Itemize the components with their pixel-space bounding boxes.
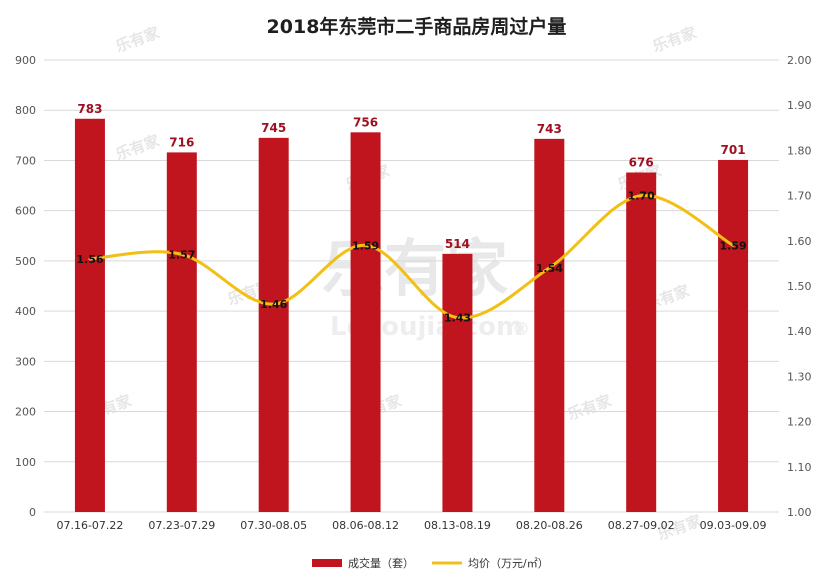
y-right-tick-label: 1.10 <box>787 461 812 474</box>
watermark-small: 乐有家 <box>565 391 613 423</box>
bar <box>166 152 197 513</box>
y-right-tick-label: 2.00 <box>787 54 812 67</box>
bar-value-label: 745 <box>261 121 286 135</box>
line-value-label: 1.59 <box>352 239 379 252</box>
bar <box>534 138 565 513</box>
y-left-tick-label: 800 <box>15 104 36 117</box>
y-left-tick-label: 500 <box>15 255 36 268</box>
line-value-label: 1.43 <box>444 312 471 325</box>
watermark-small: 乐有家 <box>113 131 161 163</box>
x-tick-label: 08.27-09.02 <box>608 519 675 532</box>
line-value-label: 1.54 <box>536 262 563 275</box>
x-tick-label: 07.23-07.29 <box>148 519 215 532</box>
x-tick-label: 08.13-08.19 <box>424 519 491 532</box>
bar <box>74 118 105 512</box>
y-left-tick-label: 900 <box>15 54 36 67</box>
bar <box>350 132 381 512</box>
line-value-label: 1.56 <box>76 253 103 266</box>
x-tick-label: 08.06-08.12 <box>332 519 399 532</box>
y-right-tick-label: 1.30 <box>787 370 812 383</box>
watermark-small: 乐有家 <box>650 23 698 55</box>
line-value-label: 1.57 <box>168 248 195 261</box>
y-left-tick-label: 300 <box>15 355 36 368</box>
y-left-tick-label: 100 <box>15 456 36 469</box>
chart-title: 2018年东莞市二手商品房周过户量 <box>266 16 567 38</box>
line-value-label: 1.59 <box>719 239 746 252</box>
line-value-label: 1.70 <box>628 190 655 203</box>
watermark-small: 乐有家 <box>113 23 161 55</box>
x-tick-label: 09.03-09.09 <box>700 519 767 532</box>
bar-value-label: 716 <box>169 135 194 149</box>
y-left-tick-label: 0 <box>29 506 36 519</box>
y-right-tick-label: 1.90 <box>787 99 812 112</box>
y-right-tick-label: 1.40 <box>787 325 812 338</box>
x-tick-label: 07.30-08.05 <box>240 519 307 532</box>
line-value-label: 1.46 <box>260 298 287 311</box>
watermark-large: 乐有家 <box>322 232 508 305</box>
y-right-tick-label: 1.50 <box>787 280 812 293</box>
bar <box>258 137 289 512</box>
y-left-tick-label: 400 <box>15 305 36 318</box>
y-right-tick-label: 1.60 <box>787 235 812 248</box>
y-right-tick-label: 1.20 <box>787 416 812 429</box>
y-right-tick-label: 1.80 <box>787 144 812 157</box>
bar <box>718 159 749 513</box>
watermark-reg: ® <box>512 319 530 340</box>
y-left-tick-label: 200 <box>15 406 36 419</box>
x-tick-label: 08.20-08.26 <box>516 519 583 532</box>
bar <box>626 172 657 512</box>
bar-value-label: 701 <box>721 143 746 157</box>
y-left-tick-label: 700 <box>15 154 36 167</box>
bar-value-label: 743 <box>537 122 562 136</box>
y-right-tick-label: 1.00 <box>787 506 812 519</box>
legend-line-label: 均价（万元/㎡） <box>468 557 549 570</box>
bar-value-label: 783 <box>77 102 102 116</box>
bar-value-label: 676 <box>629 155 654 169</box>
legend-bar-label: 成交量（套） <box>348 556 414 570</box>
legend-bar-swatch <box>312 559 342 567</box>
bar-value-label: 756 <box>353 115 378 129</box>
avg-price-line <box>88 194 735 320</box>
bar <box>442 253 473 512</box>
y-left-tick-label: 600 <box>15 205 36 218</box>
y-right-tick-label: 1.70 <box>787 190 812 203</box>
x-tick-label: 07.16-07.22 <box>56 519 123 532</box>
bar-value-label: 514 <box>445 237 470 251</box>
